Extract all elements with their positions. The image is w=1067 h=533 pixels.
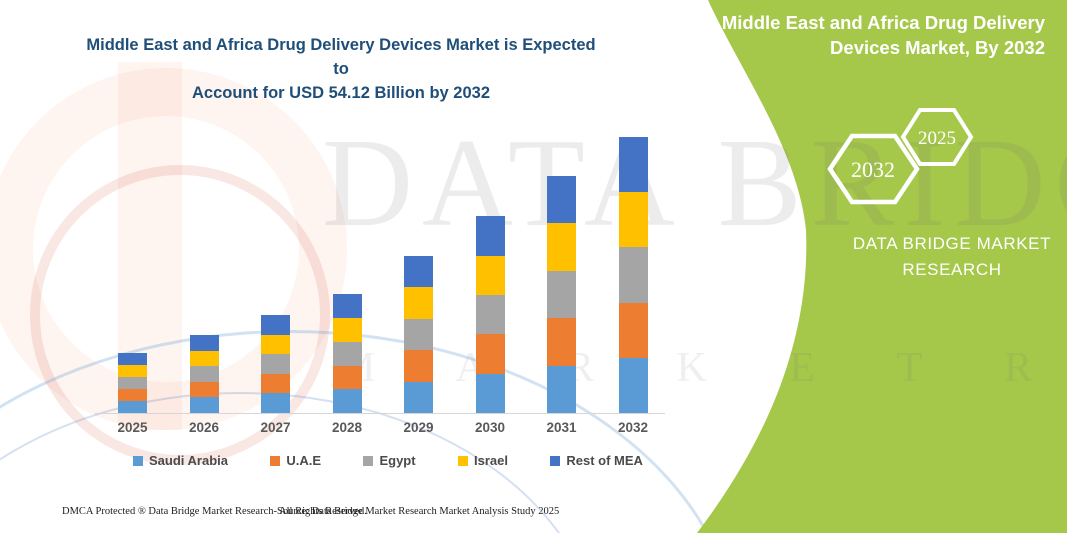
brand-name-line2: RESEARCH <box>902 259 1002 279</box>
bar-segment-egypt <box>332 341 362 366</box>
bar-segment-rest-of-mea <box>261 315 290 335</box>
brand-name-line1: DATA BRIDGE MARKET <box>852 234 1052 253</box>
x-axis-labels: 2025 2026 2027 2028 2029 2030 2031 2032 <box>95 420 665 440</box>
bar-segment-israel <box>404 287 433 319</box>
x-axis-label-2025: 2025 <box>117 420 148 435</box>
hexagon-badges: 2032 2025 <box>827 108 974 205</box>
legend-swatch-saudi-arabia <box>133 455 143 466</box>
green-panel-shape <box>697 0 1067 533</box>
x-axis-label-2027: 2027 <box>260 420 291 435</box>
chart-legend: Saudi Arabia U.A.E Egypt Israel Rest of MEA <box>133 453 643 468</box>
bar-segment-saudi-arabia <box>618 357 648 413</box>
chart-title-line2: Account for USD 54.12 Billion by 2032 <box>192 83 490 102</box>
x-axis-label-2030: 2030 <box>474 420 506 435</box>
chart-title: Middle East and Africa Drug Delivery Dev… <box>85 34 597 106</box>
legend-item-egypt: Egypt <box>363 453 416 468</box>
bar-segment-u-a-e <box>118 388 147 401</box>
bar-2028 <box>332 137 362 413</box>
bar-2030 <box>475 137 505 413</box>
footer-source-text: Source: Data Bridge Market Research Mark… <box>277 506 560 517</box>
x-axis-label-2029: 2029 <box>403 420 434 435</box>
bar-segment-egypt <box>475 294 505 335</box>
bar-segment-israel <box>332 318 362 342</box>
legend-swatch-rest-of-mea <box>550 455 561 466</box>
x-axis-label-2031: 2031 <box>546 420 577 435</box>
legend-item-saudi-arabia: Saudi Arabia <box>133 453 228 468</box>
panel-title-line1: Middle East and Africa Drug Delivery <box>721 12 1045 33</box>
bar-segment-israel <box>118 364 147 377</box>
bar-segment-u-a-e <box>547 318 576 366</box>
bar-segment-rest-of-mea <box>547 175 576 224</box>
brand-name: DATA BRIDGE MARKET RESEARCH <box>836 231 1067 282</box>
bar-segment-israel <box>475 255 505 295</box>
bar-segment-israel <box>261 334 290 355</box>
bar-segment-u-a-e <box>332 365 362 390</box>
bars-layer <box>95 137 665 413</box>
bar-segment-u-a-e <box>404 350 433 382</box>
bar-segment-rest-of-mea <box>404 255 433 288</box>
legend-label-saudi-arabia: Saudi Arabia <box>149 453 228 468</box>
bar-segment-rest-of-mea <box>332 294 362 318</box>
hexagon-2032-label: 2032 <box>851 157 895 182</box>
legend-item-rest-of-mea: Rest of MEA <box>550 453 643 468</box>
brand-text-watermark-spaced: M A R K E T R E S E A R C H <box>338 345 1067 391</box>
bar-segment-israel <box>189 350 219 367</box>
legend-label-israel: Israel <box>474 453 508 468</box>
bar-segment-egypt <box>547 270 576 319</box>
x-axis-label-2026: 2026 <box>188 420 220 435</box>
hexagon-2025-label: 2025 <box>918 128 956 149</box>
bar-2027 <box>261 137 290 413</box>
bar-segment-saudi-arabia <box>118 400 147 413</box>
x-axis-label-2032: 2032 <box>617 420 649 435</box>
hexagon-2032 <box>827 133 920 205</box>
bar-segment-egypt <box>261 354 290 374</box>
bar-segment-rest-of-mea <box>475 216 505 256</box>
bar-segment-saudi-arabia <box>404 381 433 413</box>
bar-segment-u-a-e <box>261 373 290 394</box>
bar-2029 <box>404 137 433 413</box>
bar-segment-rest-of-mea <box>118 352 147 365</box>
bar-segment-egypt <box>404 318 433 351</box>
bar-segment-saudi-arabia <box>189 397 219 413</box>
legend-label-egypt: Egypt <box>379 453 416 468</box>
panel-title-line2: Devices Market, By 2032 <box>830 36 1045 58</box>
bar-segment-rest-of-mea <box>189 335 219 351</box>
bar-segment-u-a-e <box>475 334 505 374</box>
bar-segment-u-a-e <box>189 381 219 398</box>
chart-title-line1: Middle East and Africa Drug Delivery Dev… <box>86 36 596 78</box>
legend-swatch-israel <box>458 455 468 466</box>
bar-segment-u-a-e <box>618 302 648 358</box>
bar-chart <box>95 137 665 414</box>
bar-2025 <box>118 137 147 413</box>
bar-segment-saudi-arabia <box>261 393 290 413</box>
bar-segment-egypt <box>118 376 147 389</box>
bar-2031 <box>547 137 576 413</box>
bar-2026 <box>189 137 219 413</box>
bar-segment-saudi-arabia <box>475 373 505 413</box>
hexagon-2025 <box>900 108 974 166</box>
bar-segment-rest-of-mea <box>618 137 648 193</box>
panel-title: Middle East and Africa Drug Delivery Dev… <box>715 11 1045 61</box>
brand-text-watermark: DATA BRIDGE <box>322 114 1067 253</box>
bar-segment-saudi-arabia <box>547 365 576 413</box>
x-axis-label-2028: 2028 <box>331 420 363 435</box>
bar-segment-egypt <box>618 247 648 303</box>
bar-segment-saudi-arabia <box>332 389 362 413</box>
legend-item-israel: Israel <box>458 453 508 468</box>
bar-segment-egypt <box>189 366 219 382</box>
legend-swatch-egypt <box>363 455 374 466</box>
legend-swatch-u-a-e <box>270 455 281 466</box>
legend-item-u-a-e: U.A.E <box>270 453 321 468</box>
legend-label-u-a-e: U.A.E <box>286 453 322 468</box>
bar-2032 <box>618 137 648 413</box>
footer-dmca-text: DMCA Protected ® Data Bridge Market Rese… <box>62 506 367 517</box>
bar-segment-israel <box>618 192 648 248</box>
bar-segment-israel <box>547 223 576 271</box>
legend-label-rest-of-mea: Rest of MEA <box>566 453 643 468</box>
